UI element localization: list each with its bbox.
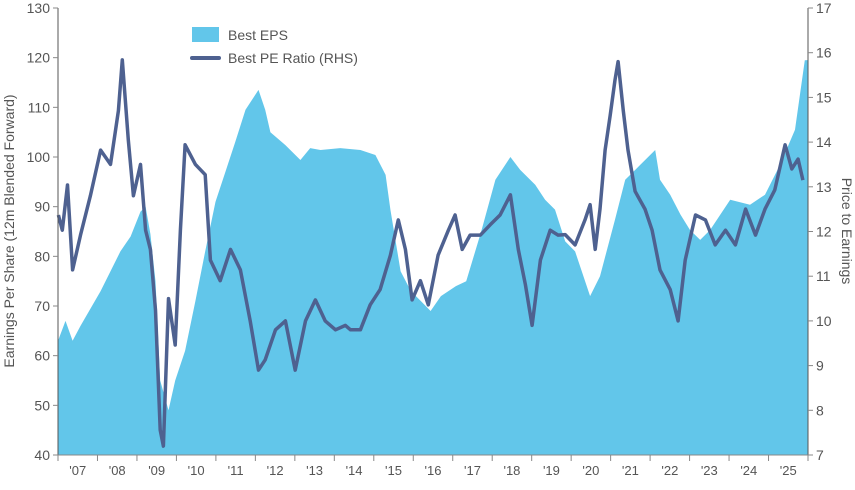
x-tick-label: '09 <box>148 463 165 478</box>
x-tick-label: '19 <box>543 463 560 478</box>
y-tick-label-right: 16 <box>816 45 832 61</box>
y-tick-label-right: 17 <box>816 0 832 16</box>
x-tick-label: '17 <box>464 463 481 478</box>
y-tick-label-right: 14 <box>816 134 832 150</box>
x-tick-label: '08 <box>109 463 126 478</box>
eps-area <box>58 60 809 456</box>
legend-swatch-eps <box>192 27 219 42</box>
y-tick-label-left: 60 <box>34 348 50 364</box>
y-axis-label-left: Earnings Per Share (12m Blended Forward) <box>1 94 17 367</box>
x-tick-label: '13 <box>306 463 323 478</box>
y-tick-label-right: 9 <box>816 358 824 374</box>
y-tick-label-left: 80 <box>34 248 50 264</box>
y-tick-label-left: 70 <box>34 298 50 314</box>
legend-label-pe: Best PE Ratio (RHS) <box>228 50 358 66</box>
y-axis-label-right: Price to Earnings <box>839 178 855 285</box>
y-tick-label-left: 90 <box>34 199 50 215</box>
legend: Best EPS Best PE Ratio (RHS) <box>190 27 358 66</box>
y-tick-label-right: 12 <box>816 224 832 240</box>
x-tick-label: '23 <box>701 463 718 478</box>
x-tick-label: '11 <box>228 463 244 478</box>
x-tick-label: '24 <box>740 463 757 478</box>
x-tick-label: '10 <box>188 463 205 478</box>
axes: 40 50 60 70 80 90 100 110 120 130 7 8 9 10 11 12 13 14 15 1… <box>27 0 832 478</box>
y-tick-label-right: 10 <box>816 313 832 329</box>
x-tick-label: '20 <box>582 463 599 478</box>
x-tick-label: '16 <box>425 463 442 478</box>
x-tick-label: '22 <box>661 463 678 478</box>
y-tick-label-right: 7 <box>816 447 824 463</box>
x-tick-label: '18 <box>503 463 520 478</box>
y-tick-label-left: 120 <box>27 50 51 66</box>
pe-ratio-line <box>56 58 805 448</box>
x-tick-label: '15 <box>385 463 402 478</box>
y-tick-label-left: 40 <box>34 447 50 463</box>
y-tick-label-right: 11 <box>816 268 831 284</box>
y-tick-label-left: 110 <box>28 99 51 115</box>
y-tick-label-left: 130 <box>27 0 51 16</box>
y-tick-label-right: 13 <box>816 179 832 195</box>
x-tick-label: '21 <box>622 463 639 478</box>
y-tick-label-right: 8 <box>816 402 824 418</box>
x-tick-label: '07 <box>69 463 86 478</box>
y-tick-label-left: 50 <box>34 397 50 413</box>
x-tick-label: '25 <box>780 463 797 478</box>
legend-label-eps: Best EPS <box>228 27 288 43</box>
plot-area <box>56 58 809 456</box>
x-tick-label: '14 <box>346 463 363 478</box>
x-tick-label: '12 <box>267 463 284 478</box>
y-tick-label-left: 100 <box>27 149 51 165</box>
y-tick-label-right: 15 <box>816 89 832 105</box>
